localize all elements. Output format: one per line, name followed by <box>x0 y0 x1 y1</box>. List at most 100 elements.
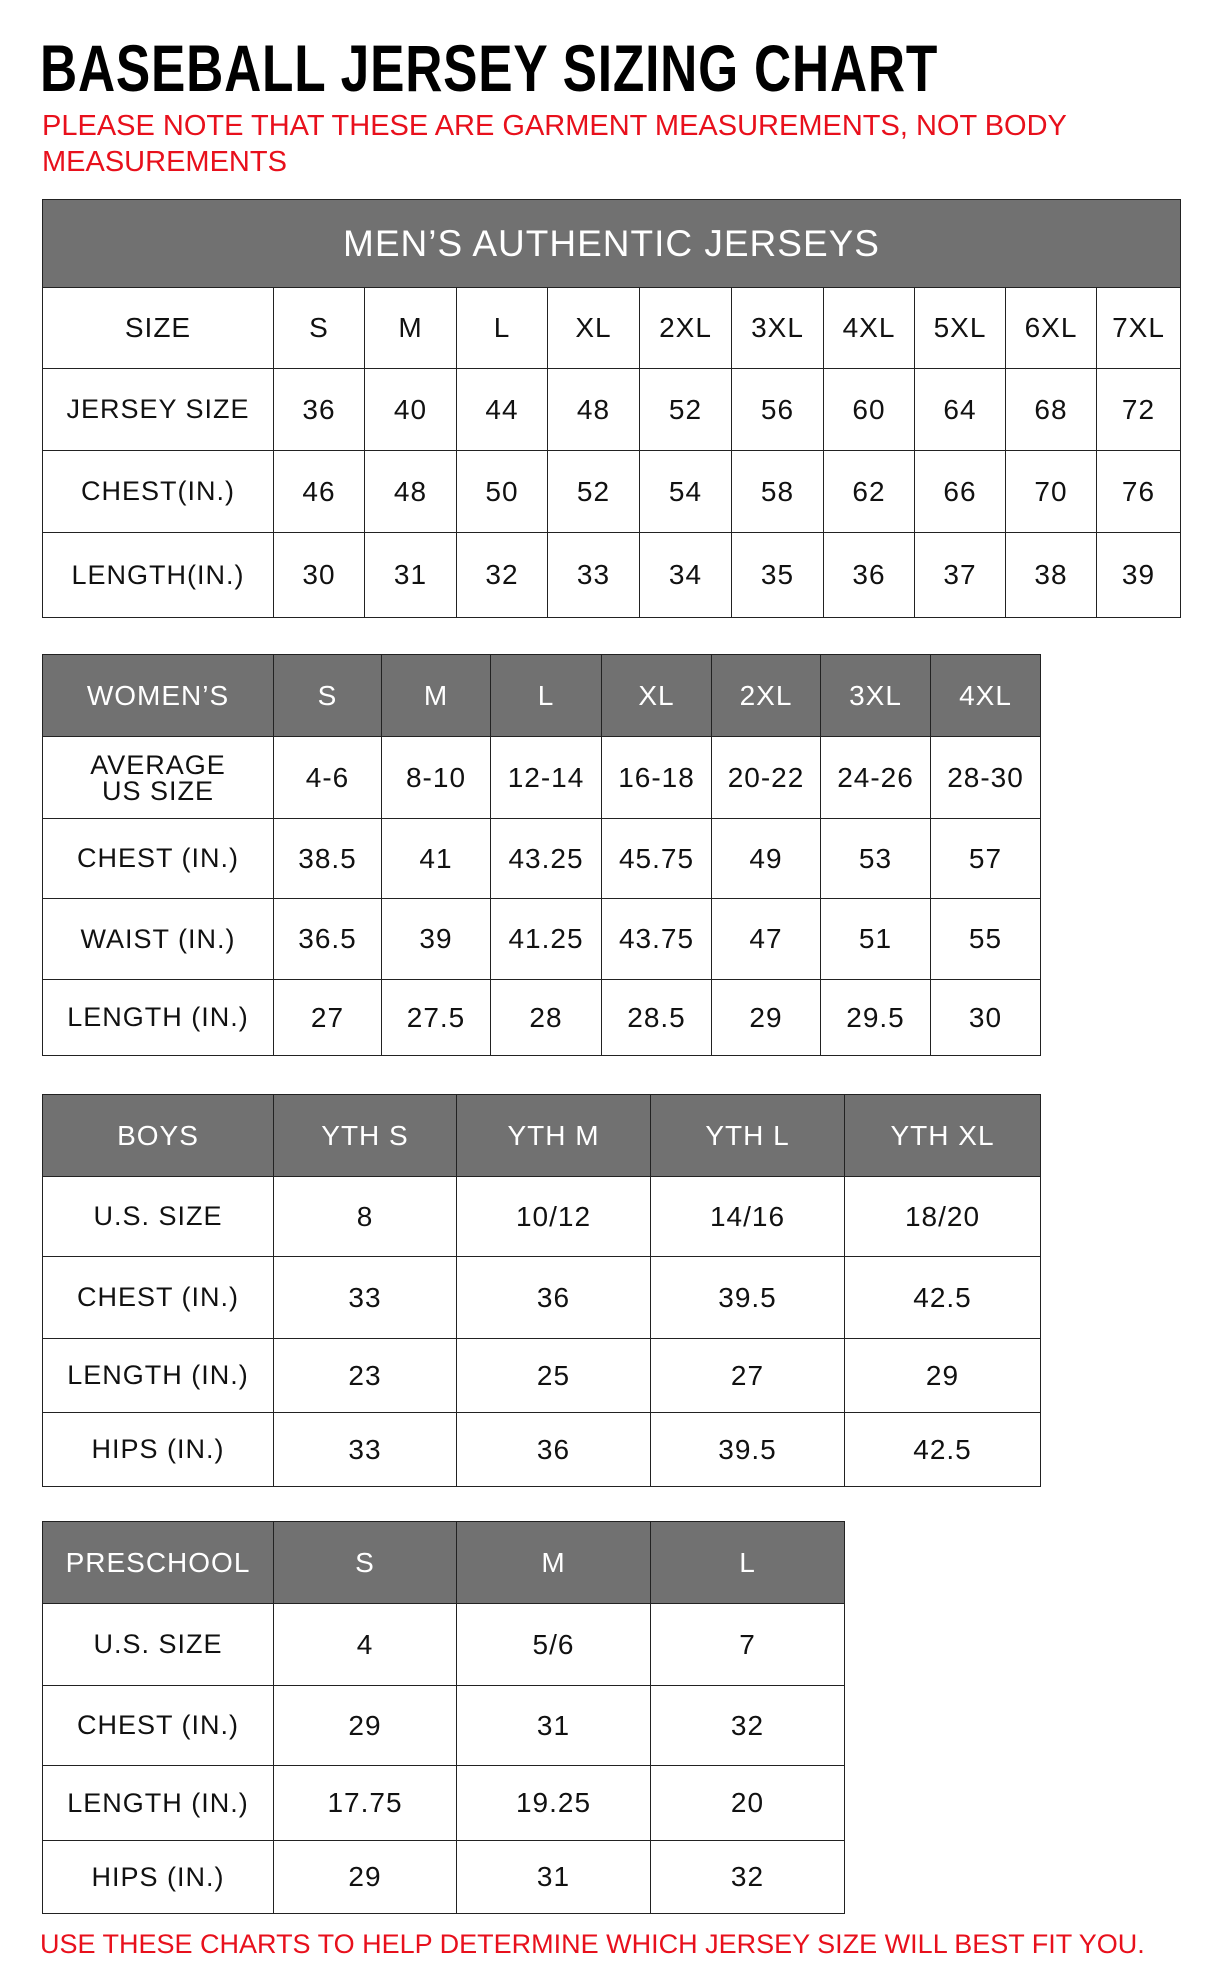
measurement-cell: 8-10 <box>381 736 491 819</box>
mens-size-table: MEN’S AUTHENTIC JERSEYS SIZE S M L XL 2XL 3XL 4X… <box>41 199 1182 618</box>
measurement-cell: 37 <box>914 532 1006 618</box>
measurement-cell: 7 <box>650 1603 845 1686</box>
size-header: 7XL <box>1095 287 1182 369</box>
measurement-cell: 43.75 <box>601 898 712 980</box>
measurement-cell: 60 <box>823 368 915 451</box>
measurement-cell: 27 <box>650 1338 845 1413</box>
measurement-cell: 20-22 <box>711 736 821 819</box>
size-header: YTH S <box>273 1094 457 1177</box>
size-header: XL <box>601 654 712 737</box>
footer-note: USE THESE CHARTS TO HELP DETERMINE WHICH… <box>40 1929 1145 1959</box>
measurement-cell: 39 <box>381 898 491 980</box>
measurement-cell: 66 <box>914 450 1006 533</box>
garment-note: PLEASE NOTE THAT THESE ARE GARMENT MEASU… <box>42 110 1067 178</box>
measurement-cell: 58 <box>731 450 824 533</box>
measurement-cell: 25 <box>456 1338 651 1413</box>
row-label: AVERAGE US SIZE <box>42 736 274 819</box>
size-header: XL <box>547 287 640 369</box>
measurement-cell: 43.25 <box>490 818 602 899</box>
size-header: YTH XL <box>844 1094 1041 1177</box>
row-label: CHEST (IN.) <box>42 1256 274 1339</box>
table-row: CHEST(IN.) 46 48 50 52 54 58 62 66 70 76 <box>42 450 1182 533</box>
table-row: HIPS (IN.) 29 31 32 <box>42 1840 845 1914</box>
measurement-cell: 32 <box>456 532 548 618</box>
row-label: LENGTH (IN.) <box>42 1765 274 1841</box>
measurement-cell: 36 <box>823 532 915 618</box>
header-row: PRESCHOOL S M L <box>42 1521 845 1604</box>
measurement-cell: 42.5 <box>844 1256 1041 1339</box>
measurement-cell: 57 <box>930 818 1041 899</box>
measurement-cell: 35 <box>731 532 824 618</box>
header-row: BOYS YTH S YTH M YTH L YTH XL <box>42 1094 1041 1177</box>
header-row: WOMEN’S S M L XL 2XL 3XL 4XL <box>42 654 1041 737</box>
row-label-header: BOYS <box>42 1094 274 1177</box>
measurement-cell: 39.5 <box>650 1256 845 1339</box>
measurement-cell: 39.5 <box>650 1412 845 1487</box>
measurement-cell: 44 <box>456 368 548 451</box>
measurement-cell: 28-30 <box>930 736 1041 819</box>
size-header: S <box>273 654 382 737</box>
page-title: BASEBALL JERSEY SIZING CHART <box>40 31 939 105</box>
measurement-cell: 29 <box>273 1840 457 1914</box>
size-header: 4XL <box>823 287 915 369</box>
measurement-cell: 46 <box>273 450 365 533</box>
size-header: YTH M <box>456 1094 651 1177</box>
measurement-cell: 72 <box>1095 368 1182 451</box>
table-row: U.S. SIZE 8 10/12 14/16 18/20 <box>42 1176 1041 1257</box>
row-label-header: PRESCHOOL <box>42 1521 274 1604</box>
measurement-cell: 33 <box>273 1256 457 1339</box>
table-row: JERSEY SIZE 36 40 44 48 52 56 60 64 68 72 <box>42 368 1182 451</box>
size-header: YTH L <box>650 1094 845 1177</box>
table-row: CHEST (IN.) 29 31 32 <box>42 1685 845 1766</box>
measurement-cell: 4 <box>273 1603 457 1686</box>
size-header: 3XL <box>820 654 931 737</box>
measurement-cell: 29 <box>844 1338 1041 1413</box>
row-label: HIPS (IN.) <box>42 1840 274 1914</box>
table-banner-row: MEN’S AUTHENTIC JERSEYS <box>41 199 1182 288</box>
measurement-cell: 64 <box>914 368 1006 451</box>
table-row: LENGTH (IN.) 27 27.5 28 28.5 29 29.5 30 <box>42 979 1041 1056</box>
measurement-cell: 55 <box>930 898 1041 980</box>
measurement-cell: 31 <box>456 1685 651 1766</box>
measurement-cell: 38 <box>1005 532 1097 618</box>
measurement-cell: 12-14 <box>490 736 602 819</box>
table-row: LENGTH(IN.) 30 31 32 33 34 35 36 37 38 39 <box>42 532 1182 618</box>
measurement-cell: 8 <box>273 1176 457 1257</box>
row-label-header: SIZE <box>42 287 274 369</box>
measurement-cell: 41 <box>381 818 491 899</box>
measurement-cell: 56 <box>731 368 824 451</box>
measurement-cell: 18/20 <box>844 1176 1041 1257</box>
table-row: LENGTH (IN.) 23 25 27 29 <box>42 1338 1041 1413</box>
measurement-cell: 36 <box>456 1412 651 1487</box>
measurement-cell: 53 <box>820 818 931 899</box>
table-row: WAIST (IN.) 36.5 39 41.25 43.75 47 51 55 <box>42 898 1041 980</box>
header-row: SIZE S M L XL 2XL 3XL 4XL 5XL 6XL 7XL <box>42 287 1182 369</box>
size-header: 4XL <box>930 654 1041 737</box>
preschool-size-table: PRESCHOOL S M L U.S. SIZE 4 5/6 7 CHEST (IN.) 29 3… <box>42 1521 845 1914</box>
measurement-cell: 27 <box>273 979 382 1056</box>
measurement-cell: 32 <box>650 1840 845 1914</box>
measurement-cell: 34 <box>639 532 732 618</box>
measurement-cell: 23 <box>273 1338 457 1413</box>
row-label: CHEST (IN.) <box>42 818 274 899</box>
measurement-cell: 17.75 <box>273 1765 457 1841</box>
measurement-cell: 29 <box>273 1685 457 1766</box>
measurement-cell: 70 <box>1005 450 1097 533</box>
measurement-cell: 31 <box>364 532 457 618</box>
size-header: L <box>650 1521 845 1604</box>
measurement-cell: 38.5 <box>273 818 382 899</box>
size-header: M <box>456 1521 651 1604</box>
size-header: S <box>273 1521 457 1604</box>
size-header: 3XL <box>731 287 824 369</box>
size-header: 5XL <box>914 287 1006 369</box>
row-label-header: WOMEN’S <box>42 654 274 737</box>
size-header: 2XL <box>639 287 732 369</box>
size-header: L <box>456 287 548 369</box>
measurement-cell: 36 <box>456 1256 651 1339</box>
measurement-cell: 29.5 <box>820 979 931 1056</box>
row-label: CHEST(IN.) <box>42 450 274 533</box>
table-row: CHEST (IN.) 38.5 41 43.25 45.75 49 53 57 <box>42 818 1041 899</box>
size-header: S <box>273 287 365 369</box>
measurement-cell: 52 <box>639 368 732 451</box>
measurement-cell: 48 <box>547 368 640 451</box>
